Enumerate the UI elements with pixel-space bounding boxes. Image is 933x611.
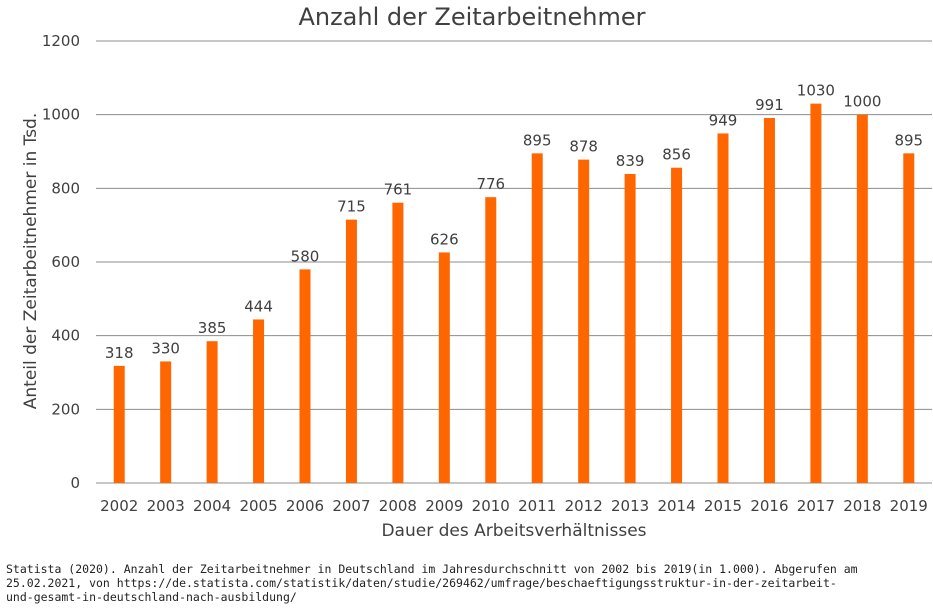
data-label-2002: 318 [105, 344, 134, 362]
x-tick-label-2009: 2009 [425, 497, 463, 515]
x-tick-label-2014: 2014 [657, 497, 695, 515]
y-tick-label: 200 [51, 400, 80, 418]
bar-2019 [903, 153, 915, 483]
bar-2016 [763, 117, 775, 484]
bar-2007 [345, 219, 357, 483]
bar-2008 [392, 202, 404, 483]
y-axis-tick-labels: 0 200 400 600 800 1000 1200 [42, 32, 80, 492]
data-label-2011: 895 [523, 131, 552, 149]
bar-2004 [206, 341, 218, 483]
bar-2002 [113, 365, 125, 483]
x-tick-label-2019: 2019 [890, 497, 928, 515]
x-tick-label-2018: 2018 [843, 497, 881, 515]
bar-2014 [671, 167, 683, 483]
bar-2017 [810, 103, 822, 483]
bar-2015 [717, 133, 729, 483]
bar-2011 [531, 153, 543, 483]
y-tick-label: 1000 [42, 106, 80, 124]
data-label-2003: 330 [151, 339, 180, 357]
data-label-2018: 1000 [843, 93, 881, 111]
data-label-2007: 715 [337, 198, 366, 216]
bars [113, 103, 915, 484]
bar-2005 [253, 319, 265, 483]
data-label-2015: 949 [709, 111, 738, 129]
chart-title: Anzahl der Zeitarbeitnehmer [298, 3, 645, 31]
data-label-2009: 626 [430, 230, 459, 248]
y-tick-label: 800 [51, 179, 80, 197]
x-tick-label-2006: 2006 [286, 497, 324, 515]
x-tick-label-2007: 2007 [332, 497, 370, 515]
data-label-2008: 761 [384, 181, 413, 199]
data-label-2017: 1030 [797, 82, 835, 100]
x-tick-label-2008: 2008 [379, 497, 417, 515]
y-tick-label: 1200 [42, 32, 80, 50]
data-label-2013: 839 [616, 152, 645, 170]
data-labels: 318 330 385 444 580 715 761 626 776 895 878 839 856 9… [105, 82, 923, 362]
data-label-2019: 895 [894, 131, 923, 149]
data-label-2010: 776 [476, 175, 505, 193]
x-tick-label-2002: 2002 [100, 497, 138, 515]
x-tick-label-2003: 2003 [147, 497, 185, 515]
y-tick-label: 0 [70, 474, 80, 492]
x-tick-label-2017: 2017 [797, 497, 835, 515]
data-label-2004: 385 [198, 319, 227, 337]
bar-2013 [624, 173, 636, 484]
x-tick-label-2010: 2010 [472, 497, 510, 515]
bar-2006 [299, 269, 311, 483]
x-tick-label-2012: 2012 [565, 497, 603, 515]
y-axis-title: Anteil der Zeitarbeitnehmer in Tsd. [21, 113, 41, 410]
source-line-3: und-gesamt-in-deutschland-nach-ausbildun… [6, 590, 297, 604]
bar-2012 [578, 159, 590, 483]
source-line-2: 25.02.2021, von https://de.statista.com/… [6, 576, 837, 590]
bar-2003 [160, 361, 172, 483]
data-label-2012: 878 [569, 138, 598, 156]
x-tick-label-2011: 2011 [518, 497, 556, 515]
x-axis-tick-labels: 2002 2003 2004 2005 2006 2007 2008 2009 2010 2011… [100, 497, 928, 515]
source-line-1: Statista (2020). Anzahl der Zeitarbeitne… [6, 562, 858, 576]
data-label-2016: 991 [755, 96, 784, 114]
x-tick-label-2004: 2004 [193, 497, 231, 515]
bar-2010 [485, 197, 497, 483]
bar-2018 [856, 114, 868, 484]
data-label-2005: 444 [244, 297, 273, 315]
bar-chart: Anzahl der Zeitarbeitnehmer 0 200 400 600 80… [21, 3, 932, 541]
data-label-2014: 856 [662, 146, 691, 164]
x-tick-label-2016: 2016 [750, 497, 788, 515]
gridlines [96, 40, 932, 484]
y-tick-label: 600 [51, 253, 80, 271]
bar-2009 [438, 252, 450, 483]
y-tick-label: 400 [51, 327, 80, 345]
x-tick-label-2005: 2005 [239, 497, 277, 515]
x-tick-label-2015: 2015 [704, 497, 742, 515]
data-label-2006: 580 [291, 247, 320, 265]
source-citation: Statista (2020). Anzahl der Zeitarbeitne… [6, 562, 926, 604]
x-axis-title: Dauer des Arbeitsverhältnisses [381, 521, 646, 541]
x-tick-label-2013: 2013 [611, 497, 649, 515]
